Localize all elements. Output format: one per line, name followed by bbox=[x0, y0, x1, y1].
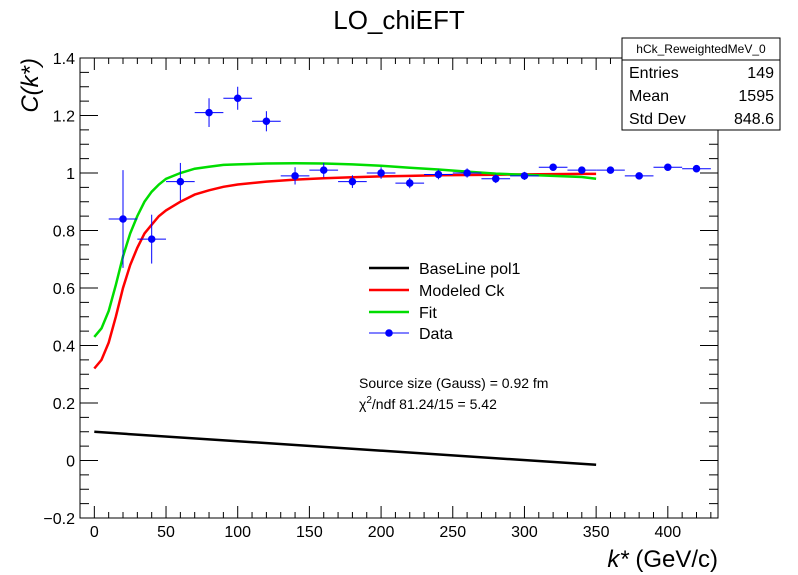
chi2-superscript: 2 bbox=[366, 395, 372, 406]
curves bbox=[93, 161, 597, 467]
legend: BaseLine pol1 Modeled Ck Fit Data bbox=[369, 261, 521, 343]
x-tick-label: 0 bbox=[90, 524, 99, 541]
legend-label-baseline-pol1: BaseLine pol1 bbox=[419, 261, 521, 278]
stats-entries-value: 149 bbox=[747, 65, 774, 82]
stats-mean-value: 1595 bbox=[738, 88, 774, 105]
chi2-annotation: χ2/ndf 81.24/15 = 5.42 bbox=[359, 395, 497, 412]
data-point bbox=[520, 172, 529, 180]
y-tick-label: −0.2 bbox=[43, 511, 75, 528]
legend-label-modeled-ck: Modeled Ck bbox=[419, 283, 505, 300]
data-point bbox=[176, 177, 185, 186]
x-tick-label: 300 bbox=[511, 524, 538, 541]
x-tick-label: 150 bbox=[296, 524, 323, 541]
stats-box: hCk_ReweightedMeV_0 Entries 149 Mean 159… bbox=[621, 37, 781, 131]
x-axis: 0 50 100 150 200 250 300 350 400 bbox=[79, 58, 712, 541]
y-tick-label: 0.6 bbox=[53, 281, 75, 298]
y-tick-label: 0.2 bbox=[53, 396, 75, 413]
stats-entries-label: Entries bbox=[629, 65, 679, 82]
y-axis-title: C(k*) bbox=[17, 58, 44, 113]
stats-stddev-label: Std Dev bbox=[629, 111, 686, 128]
y-tick-label: 0 bbox=[66, 454, 75, 471]
data-point bbox=[577, 166, 586, 174]
data-point bbox=[348, 177, 357, 186]
x-tick-label: 350 bbox=[583, 524, 610, 541]
stats-stddev-value: 848.6 bbox=[734, 111, 774, 128]
source-size-annotation: Source size (Gauss) = 0.92 fm bbox=[359, 375, 548, 391]
x-tick-label: 50 bbox=[157, 524, 175, 541]
data-points bbox=[108, 86, 711, 268]
y-tick-label: 0.4 bbox=[53, 339, 75, 356]
x-tick-label: 400 bbox=[654, 524, 681, 541]
x-tick-label: 100 bbox=[224, 524, 251, 541]
y-tick-label: 1.2 bbox=[53, 109, 75, 126]
stats-box-name: hCk_ReweightedMeV_0 bbox=[636, 42, 766, 56]
legend-label-data: Data bbox=[419, 326, 453, 343]
x-axis-title: k* (GeV/c) bbox=[607, 546, 718, 573]
y-tick-label: 1 bbox=[66, 166, 75, 183]
data-point bbox=[664, 163, 672, 172]
chart-title: LO_chiEFT bbox=[333, 5, 465, 35]
curve-modeled-ck bbox=[93, 172, 597, 370]
data-point bbox=[233, 94, 242, 103]
data-point bbox=[463, 169, 471, 177]
chi2-symbol: χ bbox=[359, 396, 367, 412]
stats-mean-label: Mean bbox=[629, 88, 669, 105]
legend-marker-data bbox=[385, 329, 393, 337]
data-point bbox=[205, 108, 213, 117]
data-point bbox=[549, 163, 557, 172]
data-point bbox=[119, 215, 127, 223]
curve-fit bbox=[93, 161, 597, 338]
data-point bbox=[147, 235, 156, 243]
data-point bbox=[262, 117, 271, 126]
chi2-text: /ndf 81.24/15 = 5.42 bbox=[372, 396, 497, 412]
data-point bbox=[606, 166, 615, 174]
data-point bbox=[377, 169, 385, 177]
y-tick-label: 1.4 bbox=[53, 51, 75, 68]
data-point bbox=[491, 174, 500, 183]
curve-baseline-pol1 bbox=[94, 430, 597, 467]
data-point bbox=[405, 179, 414, 187]
data-point bbox=[635, 172, 643, 180]
x-tick-label: 200 bbox=[368, 524, 395, 541]
x-tick-label: 250 bbox=[439, 524, 466, 541]
data-point bbox=[692, 164, 701, 173]
data-point bbox=[291, 172, 299, 180]
data-point bbox=[319, 166, 328, 174]
y-tick-label: 0.8 bbox=[53, 224, 75, 241]
data-point bbox=[434, 170, 443, 179]
stats-box-frame bbox=[621, 37, 781, 131]
legend-label-fit: Fit bbox=[419, 305, 437, 322]
